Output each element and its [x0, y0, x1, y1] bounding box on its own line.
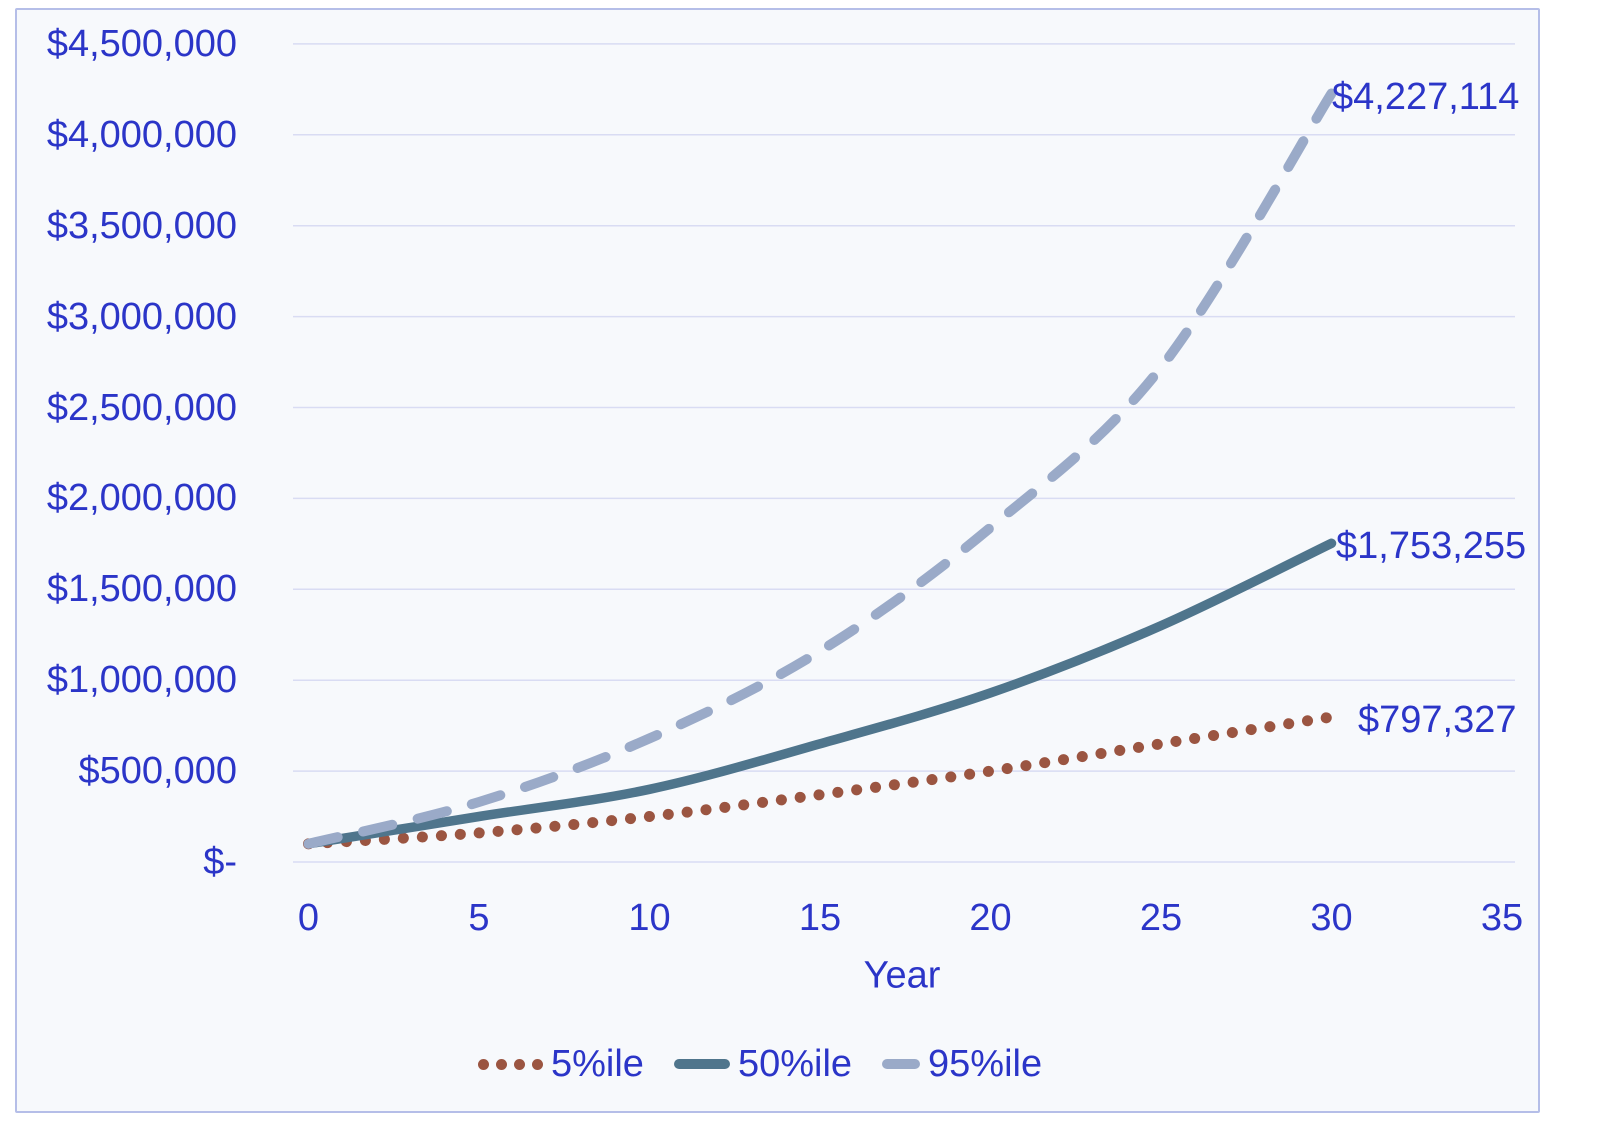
x-tick-label: 25: [1139, 897, 1183, 939]
legend-label-50ile: 50%ile: [737, 1043, 853, 1085]
x-tick-label: 30: [1310, 897, 1353, 939]
y-tick-label: $2,000,000: [46, 477, 237, 520]
legend-item-5ile: 5%ile: [478, 1045, 644, 1083]
y-axis-tick-labels: $- $500,000 $1,000,000 $1,500,000 $2,000,000…: [0, 0, 237, 1137]
x-axis-title: Year: [863, 954, 941, 997]
y-tick-label: $3,500,000: [46, 204, 237, 247]
x-tick-label: 5: [468, 897, 490, 939]
series-line-50ile: [303, 538, 1337, 849]
y-tick-label: $1,000,000: [46, 659, 237, 702]
legend-item-95ile: 95%ile: [882, 1045, 1042, 1083]
chart-frame: [15, 8, 1540, 1113]
y-tick-label: $4,000,000: [46, 113, 237, 156]
x-tick-label: 10: [628, 897, 671, 939]
x-tick-label: 0: [297, 897, 320, 939]
series-line-5ile: [303, 711, 1337, 850]
solid-line-swatch-icon: [673, 1059, 730, 1069]
series-line-95ile: [303, 88, 1337, 849]
data-label-50ile: $1,753,255: [1336, 525, 1527, 568]
y-tick-label: $1,500,000: [46, 568, 237, 611]
legend-label-95ile: 95%ile: [928, 1043, 1043, 1085]
dashed-line-swatch-icon: [882, 1059, 921, 1069]
x-tick-label: 15: [798, 897, 842, 939]
dotted-line-swatch-icon: [478, 1058, 543, 1070]
x-tick-label: 20: [969, 897, 1012, 939]
data-label-95ile: $4,227,114: [1332, 75, 1520, 118]
y-tick-label: $4,500,000: [46, 22, 237, 65]
legend: 5%ile 50%ile 95%ile: [478, 1045, 1042, 1083]
x-tick-label: 35: [1480, 897, 1524, 939]
y-tick-label: $2,500,000: [46, 386, 237, 429]
legend-label-5ile: 5%ile: [551, 1043, 644, 1085]
data-label-5ile: $797,327: [1358, 699, 1517, 742]
legend-item-50ile: 50%ile: [673, 1043, 853, 1085]
y-tick-label: $3,000,000: [46, 295, 237, 338]
y-tick-label: $500,000: [78, 750, 238, 793]
y-tick-label: $-: [203, 841, 237, 883]
